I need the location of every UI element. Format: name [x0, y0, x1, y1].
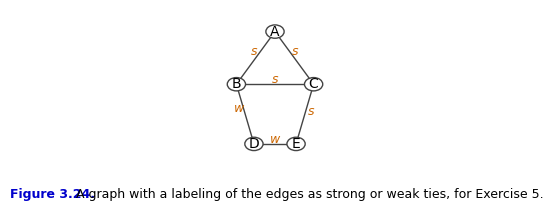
Text: s: s [272, 73, 278, 86]
Text: A graph with a labeling of the edges as strong or weak ties, for Exercise 5.: A graph with a labeling of the edges as … [68, 188, 543, 201]
Text: E: E [292, 137, 300, 151]
Text: s: s [251, 45, 257, 58]
Text: B: B [232, 77, 241, 91]
Text: A: A [270, 25, 280, 39]
Text: Figure 3.24.: Figure 3.24. [10, 188, 95, 201]
Text: D: D [249, 137, 259, 151]
Ellipse shape [266, 25, 284, 38]
Ellipse shape [305, 77, 323, 91]
Ellipse shape [287, 137, 305, 151]
Text: w: w [234, 102, 245, 115]
Text: s: s [293, 45, 299, 58]
Text: w: w [270, 133, 280, 146]
Ellipse shape [245, 137, 263, 151]
Text: s: s [307, 105, 314, 117]
Text: C: C [309, 77, 318, 91]
Ellipse shape [227, 77, 245, 91]
